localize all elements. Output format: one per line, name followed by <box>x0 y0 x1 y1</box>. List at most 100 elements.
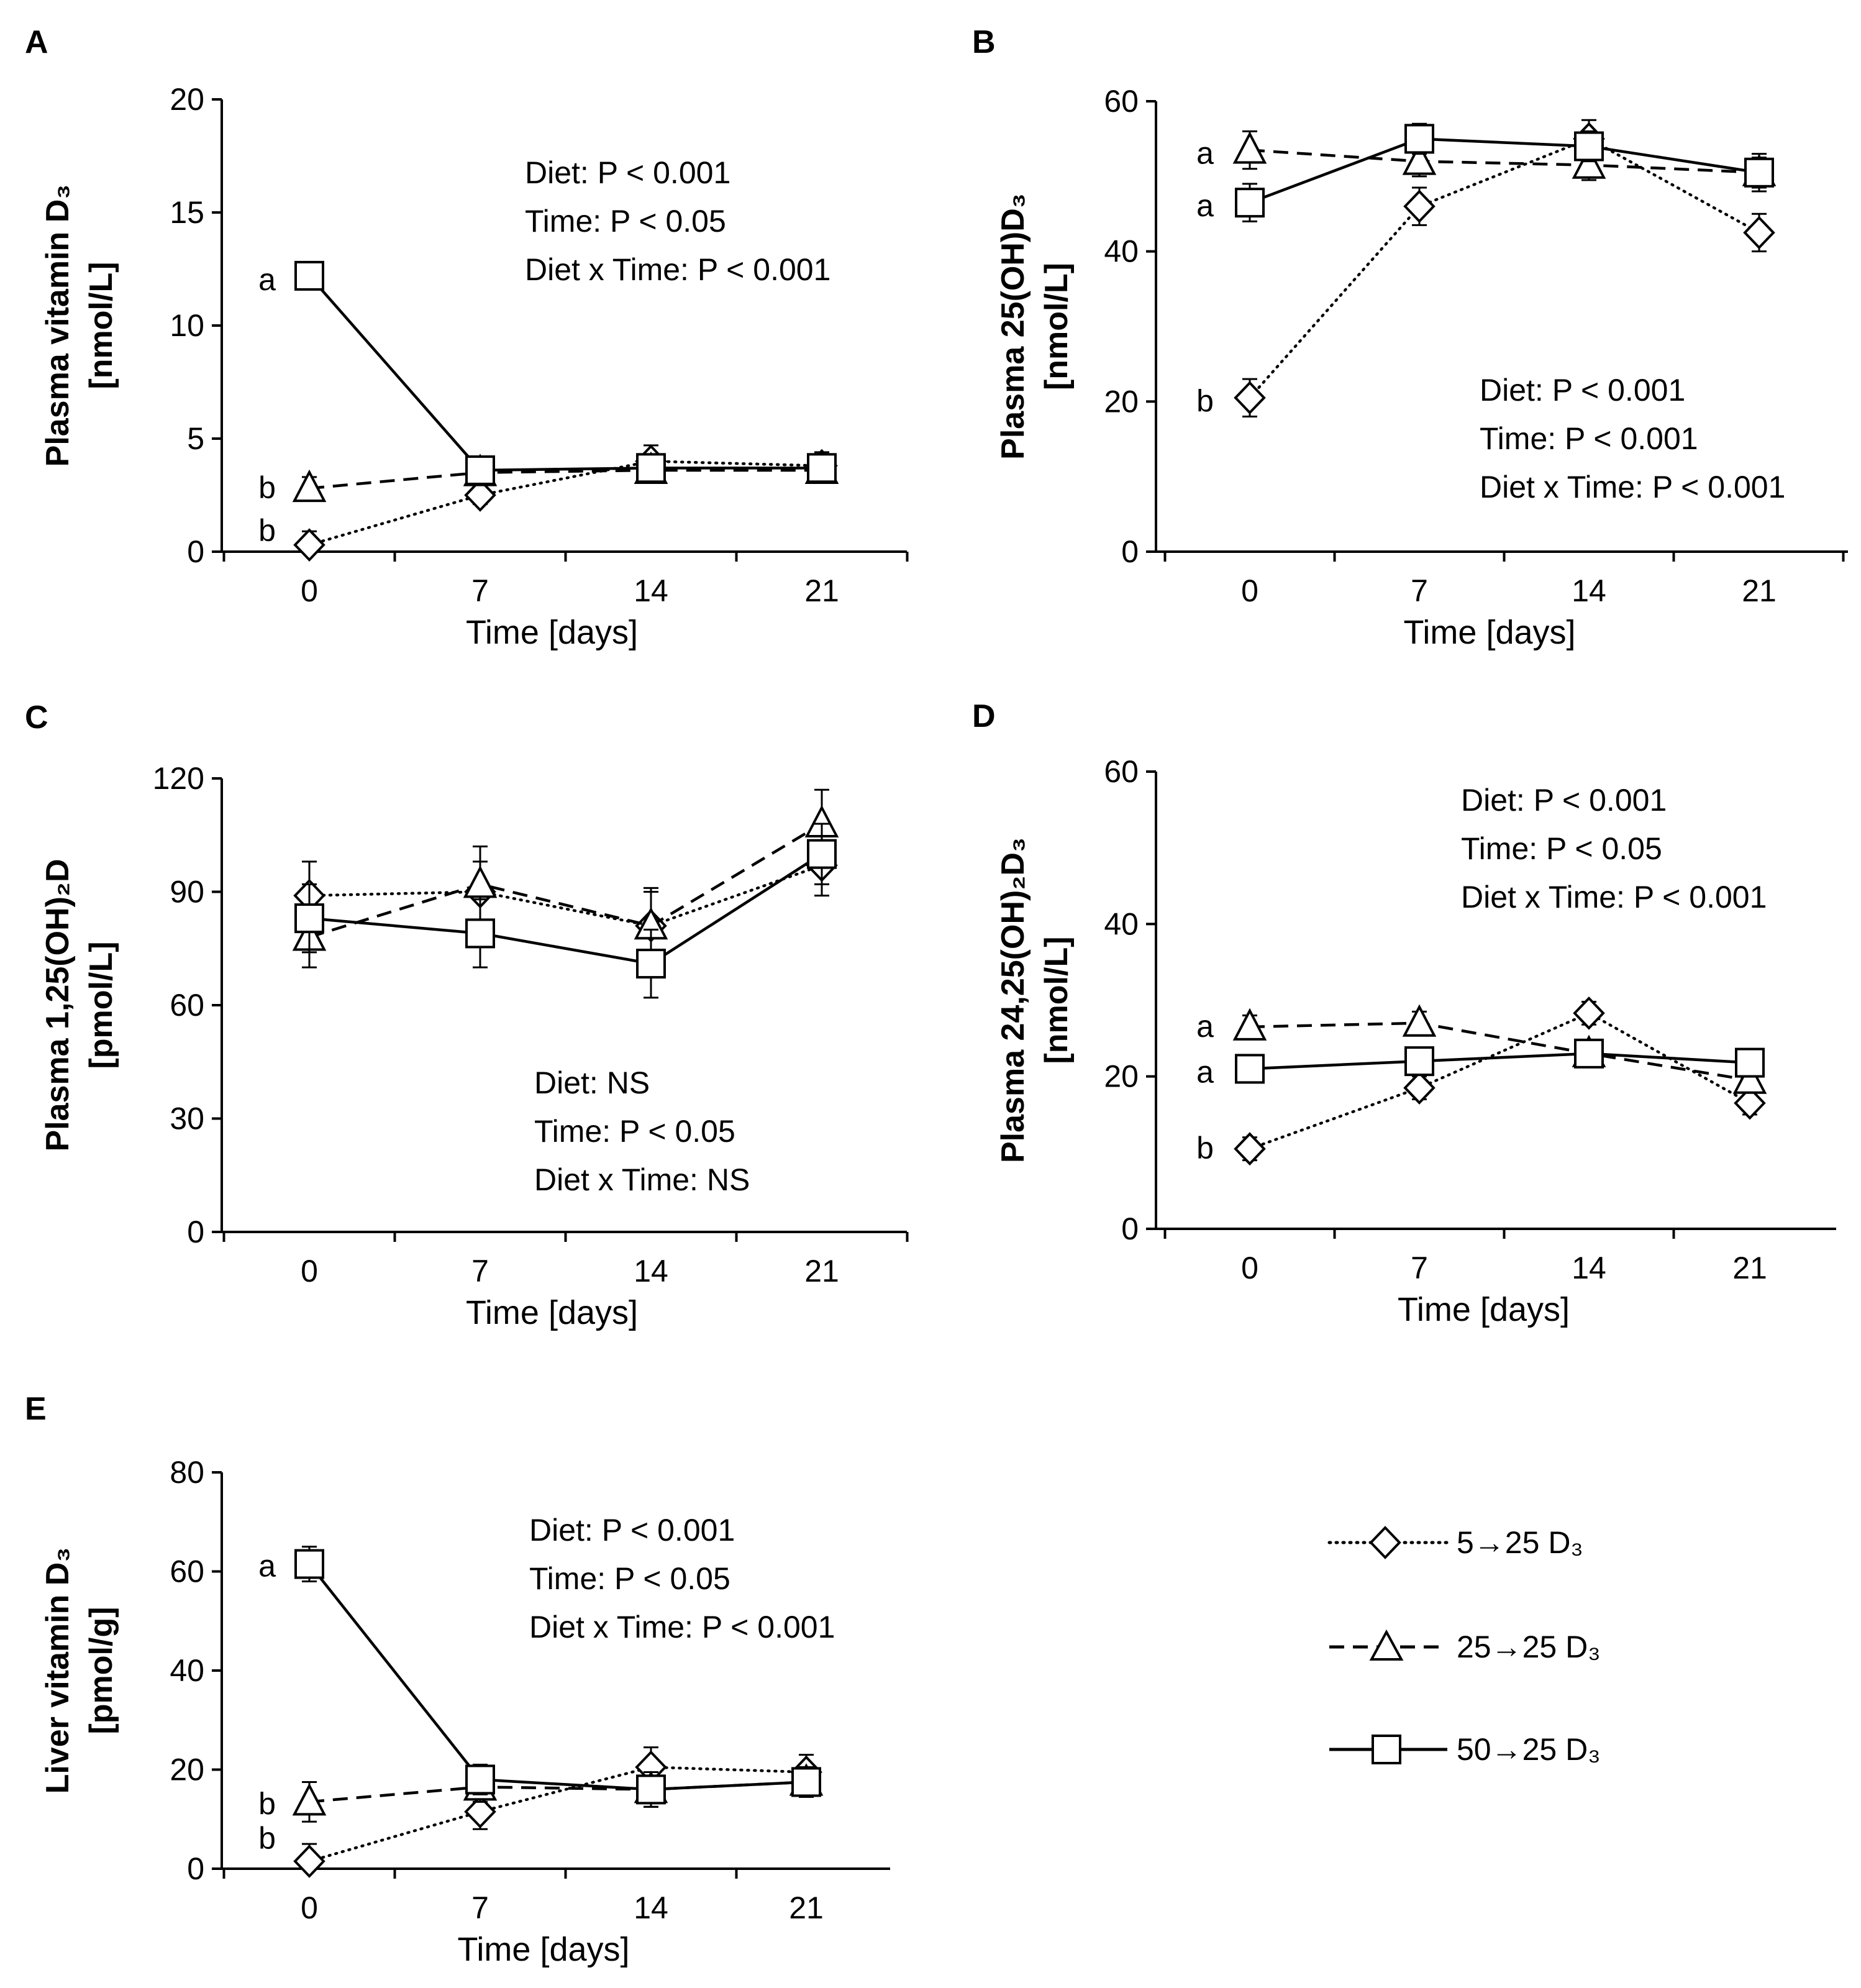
x-tick-label: 14 <box>634 573 668 608</box>
x-tick-label: 14 <box>1572 573 1606 608</box>
x-tick-label: 0 <box>301 1890 318 1925</box>
diamond-marker <box>464 1795 496 1829</box>
panel-b: B 0 20 40 60 0 7 14 21 Time [days] Plasma 25(OH)D₃… <box>972 24 1848 651</box>
diamond-marker <box>1734 1086 1766 1120</box>
y-tick-label: 20 <box>170 1753 204 1787</box>
significance-letter: b <box>1196 1131 1214 1165</box>
x-tick-label: 7 <box>471 1254 489 1288</box>
x-tick-label: 0 <box>301 1254 318 1288</box>
triangle-marker <box>1402 1004 1437 1037</box>
series-line <box>309 852 823 965</box>
legend-label: 5→25 D₃ <box>1457 1525 1583 1560</box>
x-tick-label: 14 <box>634 1254 668 1288</box>
y-axis-title: Plasma 1,25(OH)₂D <box>40 859 76 1151</box>
y-axis-units: [nmol/L] <box>1039 263 1075 390</box>
y-tick-label: 40 <box>170 1653 204 1688</box>
series-line <box>309 468 822 490</box>
y-tick-label: 30 <box>170 1101 204 1136</box>
panel-letter: C <box>25 700 48 736</box>
square-marker <box>807 839 837 869</box>
y-tick-label: 60 <box>170 988 204 1023</box>
diamond-marker <box>1573 996 1605 1030</box>
stats-annotation: Diet: P < 0.001 <box>1461 783 1667 818</box>
y-tick-label: 60 <box>1104 84 1139 119</box>
y-tick-label: 20 <box>170 82 204 117</box>
series-line <box>307 1766 808 1863</box>
square-marker <box>1744 157 1774 188</box>
x-tick-label: 14 <box>634 1890 668 1925</box>
x-tick-label: 21 <box>804 573 839 608</box>
significance-letter: b <box>1196 383 1214 418</box>
panel-letter: B <box>972 24 996 60</box>
square-marker <box>791 1767 821 1797</box>
square-marker <box>1574 131 1604 162</box>
x-axis-title: Time [days] <box>457 1931 629 1968</box>
triangle-marker <box>1232 1008 1267 1041</box>
stats-annotation: Diet: P < 0.001 <box>1480 373 1685 408</box>
stats-annotation: Diet: NS <box>534 1065 650 1100</box>
significance-letter: a <box>258 1549 276 1584</box>
y-tick-label: 60 <box>170 1554 204 1589</box>
square-marker <box>636 949 666 979</box>
x-axis-title: Time [days] <box>1398 1291 1570 1328</box>
y-tick-label: 120 <box>153 761 204 796</box>
square-marker <box>1574 1038 1604 1069</box>
series-line <box>1249 1021 1750 1082</box>
x-tick-label: 14 <box>1572 1251 1606 1285</box>
stats-annotation: Time: P < 0.05 <box>1461 831 1662 866</box>
triangle-marker <box>1232 131 1267 164</box>
legend: 5→25 D₃ 25→25 D₃ 50→25 D₃ <box>1327 1525 1601 1767</box>
panel-d: D 0 20 40 60 0 7 14 21 Time [days] Plasma 24,25(OH… <box>972 698 1836 1328</box>
legend-label: 25→25 D₃ <box>1457 1630 1601 1664</box>
y-tick-label: 0 <box>1121 534 1139 569</box>
y-axis-units: [pmol/g] <box>83 1607 119 1734</box>
stats-annotation: Diet x Time: P < 0.001 <box>1461 880 1767 914</box>
x-axis-title: Time [days] <box>1403 614 1575 651</box>
stats-annotation: Time: P < 0.001 <box>1480 421 1698 456</box>
triangle-marker <box>292 1783 327 1816</box>
diamond-marker <box>293 1844 325 1878</box>
significance-letter: b <box>258 1786 276 1821</box>
y-axis-units: [nmol/L] <box>1039 936 1075 1064</box>
series-square <box>294 260 837 485</box>
y-tick-label: 90 <box>170 875 204 910</box>
series-square <box>294 823 837 999</box>
panel-a: A 0 5 10 15 20 0 7 14 21 Time [days] Plasma vitamin… <box>25 24 909 651</box>
square-marker <box>294 1549 324 1579</box>
stats-annotation: Diet: P < 0.001 <box>525 155 730 190</box>
stats-annotation: Diet x Time: P < 0.001 <box>1480 470 1785 504</box>
legend-entry-50-to-25: 50→25 D₃ <box>1329 1732 1601 1767</box>
series-square <box>1235 1038 1765 1084</box>
x-axis-title: Time [days] <box>466 1294 638 1331</box>
significance-letter: a <box>1196 1055 1214 1090</box>
square-marker <box>1235 188 1265 218</box>
square-marker <box>465 455 495 485</box>
x-tick-label: 21 <box>1732 1251 1767 1285</box>
square-marker <box>1404 1046 1434 1077</box>
triangle-marker <box>1732 1061 1767 1094</box>
square-marker <box>1235 1054 1265 1084</box>
series-line <box>307 460 824 547</box>
diamond-marker-icon <box>1369 1526 1401 1559</box>
y-tick-label: 0 <box>187 534 204 569</box>
panel-letter: A <box>25 24 48 60</box>
series-square <box>294 1546 821 1808</box>
series-diamond <box>293 444 838 562</box>
panel-e: E 0 20 40 60 80 0 7 14 21 Time [days] Liver vitamin… <box>25 1391 890 1968</box>
series-triangle <box>292 451 839 503</box>
legend-entry-25-to-25: 25→25 D₃ <box>1329 1629 1601 1664</box>
significance-letter: b <box>258 513 276 548</box>
y-axis-title: Plasma vitamin D₃ <box>40 185 76 467</box>
series-line <box>1249 1052 1750 1070</box>
square-marker <box>294 260 324 291</box>
square-marker <box>465 1764 495 1795</box>
series-line <box>1248 137 1761 399</box>
series-triangle <box>292 788 839 969</box>
x-tick-label: 21 <box>804 1254 839 1288</box>
series-line <box>1249 148 1760 175</box>
panel-c: C 0 30 60 90 120 0 7 14 21 Time [days] Plasma 1,25(… <box>25 700 909 1331</box>
significance-letter: a <box>1196 188 1214 223</box>
significance-letter: b <box>258 1821 276 1856</box>
series-triangle <box>292 1763 824 1823</box>
